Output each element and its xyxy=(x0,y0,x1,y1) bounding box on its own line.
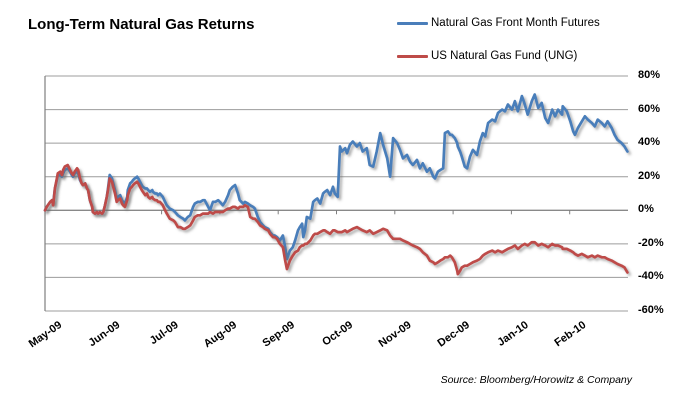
y-axis-tick-label: 80% xyxy=(638,69,661,81)
legend-item-ung: US Natural Gas Fund (UNG) xyxy=(397,46,600,66)
chart-title: Long-Term Natural Gas Returns xyxy=(28,16,255,33)
x-axis-tick-label: Aug-09 xyxy=(201,319,239,351)
ung-line xyxy=(43,163,629,276)
y-axis-tick-label: -20% xyxy=(638,236,664,249)
y-axis-tick-label: -40% xyxy=(638,270,664,283)
x-axis-tick-label: Jun-09 xyxy=(86,319,123,350)
x-axis-tick-label: May-09 xyxy=(26,319,64,351)
x-axis-tick-label: Jul-09 xyxy=(147,319,181,348)
legend-item-futures: Natural Gas Front Month Futures xyxy=(397,13,600,33)
x-axis-labels: May-09 Jun-09 Jul-09 Aug-09 Sep-09 Oct-09 Nov-… xyxy=(0,319,697,369)
legend-label-ung: US Natural Gas Fund (UNG) xyxy=(431,50,578,62)
x-axis-tick-label: Feb-10 xyxy=(552,319,589,350)
x-axis-tick-label: Dec-09 xyxy=(435,319,472,350)
futures-line-swatch-icon xyxy=(397,21,428,25)
x-axis-tick-label: Jan-10 xyxy=(494,319,531,349)
source-note: Source: Bloomberg/Horowitz & Company xyxy=(440,374,632,386)
x-axis-tick-label: Sep-09 xyxy=(260,319,298,350)
legend: Natural Gas Front Month Futures US Natur… xyxy=(397,13,600,79)
y-axis-tick-label: 60% xyxy=(638,102,661,115)
y-axis-tick-label: -60% xyxy=(638,304,664,316)
y-axis-tick-label: 0% xyxy=(638,203,654,216)
y-axis-tick-label: 40% xyxy=(638,136,661,149)
x-axis-tick-label: Nov-09 xyxy=(376,319,414,350)
legend-label-futures: Natural Gas Front Month Futures xyxy=(431,17,600,29)
ung-line-swatch-icon xyxy=(397,54,428,58)
y-axis-tick-label: 20% xyxy=(638,169,661,182)
x-axis-tick-label: Oct-09 xyxy=(320,319,356,349)
